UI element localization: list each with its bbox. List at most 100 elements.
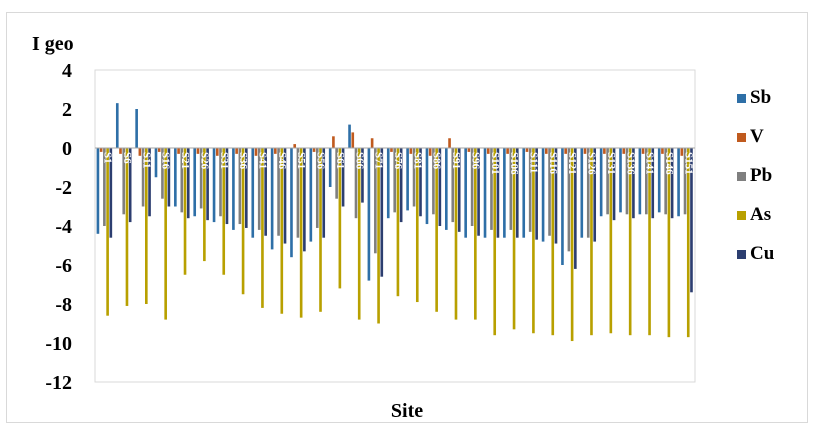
bar-v: [583, 148, 587, 154]
y-tick-label: 4: [62, 60, 72, 82]
y-axis-title: I geo: [32, 33, 74, 55]
x-tick-label: S96: [469, 152, 481, 170]
bar-as: [532, 148, 535, 334]
y-tick-label: -10: [45, 333, 72, 355]
x-tick-label: S91: [450, 152, 462, 169]
bar-v: [680, 148, 684, 156]
legend-item-v: V: [737, 119, 774, 155]
bar-sb: [483, 148, 487, 238]
bar-pb: [296, 148, 300, 238]
bar-cu: [225, 148, 229, 225]
x-tick-label: S61: [334, 152, 346, 169]
bar-as: [319, 148, 322, 312]
bar-cu: [206, 148, 209, 221]
bar-sb: [638, 148, 642, 215]
x-tick-label: S121: [566, 152, 578, 175]
bar-pb: [122, 148, 126, 215]
bar-as: [299, 148, 303, 318]
bar-v: [486, 148, 490, 154]
bar-pb: [393, 148, 397, 213]
bar-cu: [612, 148, 616, 221]
bar-v: [370, 138, 374, 148]
bar-v: [622, 148, 626, 154]
bar-sb: [657, 148, 661, 213]
bar-v: [196, 148, 200, 154]
bar-as: [338, 148, 342, 289]
x-axis-tick-labels: S1 S6 S11 S16 S21 S26 S31 S36 S41 S46 S51 S56 S61 S66…: [102, 152, 695, 175]
bar-as: [280, 148, 284, 314]
bar-cu: [128, 148, 132, 223]
bar-cu: [690, 148, 693, 293]
bar-pb: [586, 148, 590, 238]
bar-pb: [509, 148, 513, 230]
bar-cu: [186, 148, 190, 219]
bar-as: [222, 148, 226, 275]
bar-pb: [432, 148, 435, 215]
bar-as: [106, 148, 109, 316]
bar-cu: [109, 148, 113, 238]
bar-pb: [277, 148, 280, 236]
x-tick-label: S146: [663, 152, 675, 175]
bar-v: [506, 148, 509, 154]
y-tick-label: 2: [62, 99, 72, 121]
bar-sb: [386, 148, 390, 219]
bar-as: [686, 148, 690, 338]
x-tick-label: S126: [586, 152, 598, 175]
bar-sb: [270, 148, 274, 250]
bar-sb: [425, 148, 429, 225]
bar-sb: [174, 148, 177, 207]
bar-pb: [412, 148, 416, 207]
x-tick-label: S76: [392, 152, 404, 170]
bar-as: [261, 148, 264, 308]
bar-pb: [199, 148, 203, 209]
bar-pb: [335, 148, 338, 199]
bar-pb: [664, 148, 667, 215]
x-axis-title: Site: [390, 400, 424, 422]
x-tick-label: S11: [140, 152, 152, 169]
legend-label: As: [750, 204, 772, 225]
bar-as: [415, 148, 419, 303]
bar-sb: [290, 148, 293, 258]
bar-v: [215, 148, 219, 156]
bar-cu: [554, 148, 558, 244]
bar-as: [493, 148, 497, 336]
bar-sb: [464, 148, 467, 238]
bar-cu: [535, 148, 538, 240]
bar-sb: [115, 103, 119, 148]
bar-v: [428, 148, 432, 156]
bar-cu: [515, 148, 519, 238]
bar-cu: [651, 148, 655, 219]
bar-cu: [322, 148, 326, 238]
bar-v: [254, 148, 258, 156]
bar-v: [293, 144, 297, 148]
bar-cu: [245, 148, 248, 228]
bar-pb: [645, 148, 648, 215]
bar-as: [203, 148, 206, 262]
x-tick-label: S136: [624, 152, 636, 175]
bar-as: [435, 148, 438, 312]
bar-sb: [96, 148, 100, 234]
legend-label: V: [750, 126, 764, 147]
bar-v: [409, 148, 413, 154]
legend-swatch: [737, 171, 746, 181]
bar-cu: [477, 148, 480, 236]
x-tick-label: S86: [431, 152, 443, 170]
bar-cu: [419, 148, 422, 217]
bar-cu: [593, 148, 597, 242]
bar-cu: [438, 148, 442, 226]
bar-sb: [619, 148, 622, 213]
bar-v: [390, 148, 393, 152]
bar-v: [332, 136, 335, 148]
bar-pb: [625, 148, 629, 215]
x-tick-label: S71: [373, 152, 385, 169]
bar-v: [138, 148, 142, 156]
bar-pb: [528, 148, 532, 232]
y-tick-label: -6: [55, 255, 72, 277]
bar-cu: [167, 148, 171, 207]
legend-label: Pb: [750, 165, 773, 186]
bar-v: [274, 148, 277, 154]
bar-cu: [496, 148, 500, 238]
bar-pb: [238, 148, 242, 225]
x-tick-label: S111: [527, 152, 539, 173]
